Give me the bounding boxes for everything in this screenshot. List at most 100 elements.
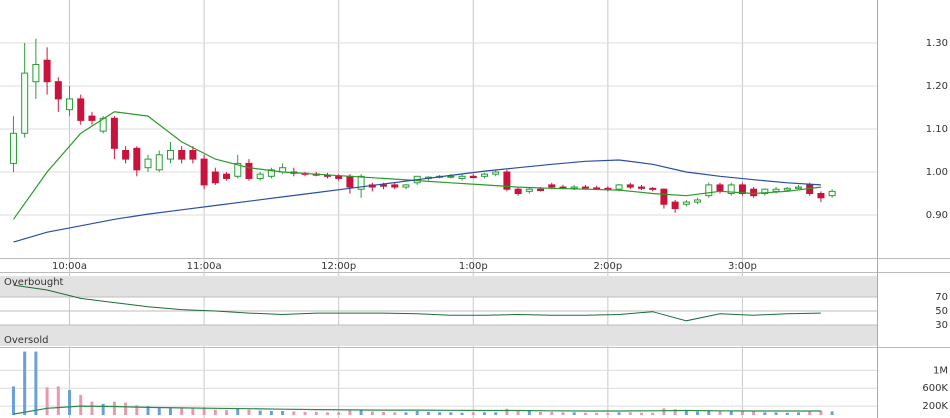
volume-bar: [236, 408, 240, 415]
candle-body: [514, 188, 522, 194]
candle-body: [110, 117, 118, 149]
volume-bar: [617, 412, 621, 415]
volume-bar: [539, 411, 543, 415]
x-tick-label: 2:00p: [593, 261, 622, 272]
candle-body: [492, 171, 500, 175]
volume-bar: [168, 407, 172, 415]
y-tick-label: 1.20: [926, 81, 948, 92]
rsi-band: [0, 325, 877, 346]
candle-body: [402, 184, 410, 188]
volume-bar: [426, 411, 430, 415]
candle-body: [469, 175, 477, 179]
candle-body: [783, 187, 791, 191]
volume-bar: [225, 410, 229, 415]
volume-bar: [213, 409, 217, 415]
x-tick-label: 3:00p: [728, 261, 757, 272]
volume-bar: [583, 412, 587, 415]
volume-bar: [68, 389, 72, 415]
candle-body: [66, 98, 74, 111]
volume-bar: [56, 386, 60, 415]
volume-bar: [79, 394, 83, 415]
volume-bar: [550, 411, 554, 415]
volume-bar: [752, 411, 756, 415]
volume-bar: [258, 410, 262, 415]
candle-body: [649, 187, 657, 190]
x-tick-label: 11:00a: [187, 261, 222, 272]
volume-bar: [572, 412, 576, 415]
candle-body: [682, 201, 690, 205]
candle-body: [548, 184, 556, 188]
candle-body: [447, 175, 455, 178]
volume-bar: [157, 406, 161, 415]
candle-body: [267, 169, 275, 177]
volume-bar: [785, 412, 789, 415]
candle-body: [144, 158, 152, 169]
volume-bar: [729, 410, 733, 415]
annotation: Overbought: [4, 277, 64, 288]
rsi-line: [13, 284, 821, 322]
volume-bar: [707, 410, 711, 415]
volume-bar: [404, 412, 408, 415]
candle-body: [178, 150, 186, 160]
moving-average: [13, 111, 821, 220]
volume-bar: [34, 351, 38, 415]
candle-body: [54, 81, 62, 100]
volume-bar: [325, 412, 329, 415]
moving-average: [13, 159, 821, 243]
candle-body: [133, 147, 141, 171]
x-tick-label: 1:00p: [459, 261, 488, 272]
volume-bar: [112, 401, 116, 415]
volume-bar: [382, 411, 386, 415]
candle-body: [166, 150, 174, 160]
candle-body: [750, 188, 758, 197]
volume-bar: [124, 402, 128, 415]
volume-bar: [359, 410, 363, 415]
y-tick-label: 50: [935, 306, 948, 317]
volume-bar: [370, 411, 374, 415]
candle-body: [9, 132, 17, 164]
candle-body: [761, 188, 769, 194]
volume-bar: [796, 412, 800, 415]
candle-body: [380, 184, 388, 187]
candle-body: [391, 184, 399, 188]
candle-body: [43, 59, 51, 83]
volume-bar: [494, 412, 498, 415]
volume-bar: [774, 412, 778, 415]
candle-body: [211, 171, 219, 184]
volume-bar: [101, 403, 105, 415]
y-tick-label: 200K: [922, 401, 948, 412]
candle-body: [705, 184, 713, 197]
volume-bar: [808, 410, 812, 415]
volume-bar: [718, 410, 722, 415]
time-axis-band: [0, 258, 950, 272]
candle-body: [537, 188, 545, 191]
volume-bar: [393, 412, 397, 415]
candle-body: [581, 186, 589, 189]
volume-bar: [303, 411, 307, 415]
candle-body: [458, 175, 466, 179]
y-tick-label: 1.30: [926, 38, 948, 49]
volume-bar: [191, 408, 195, 415]
x-tick-label: 10:00a: [52, 261, 87, 272]
volume-bar: [23, 351, 27, 415]
candle-body: [357, 175, 365, 190]
candle-body: [234, 162, 242, 177]
volume-bar: [292, 411, 296, 415]
volume-bar: [606, 412, 610, 415]
candle-body: [716, 184, 724, 192]
volume-bar: [348, 409, 352, 415]
candle-body: [671, 201, 679, 210]
volume-bar: [527, 410, 531, 415]
candle-body: [637, 186, 645, 189]
volume-bar: [696, 411, 700, 415]
volume-bar: [202, 407, 206, 415]
volume-bar: [482, 412, 486, 415]
volume-bar: [314, 411, 318, 415]
candle-body: [817, 193, 825, 199]
y-tick-label: 30: [935, 320, 948, 331]
candle-body: [245, 162, 253, 179]
candle-body: [593, 187, 601, 190]
y-tick-label: 1.10: [926, 124, 948, 135]
candle-body: [32, 64, 40, 83]
